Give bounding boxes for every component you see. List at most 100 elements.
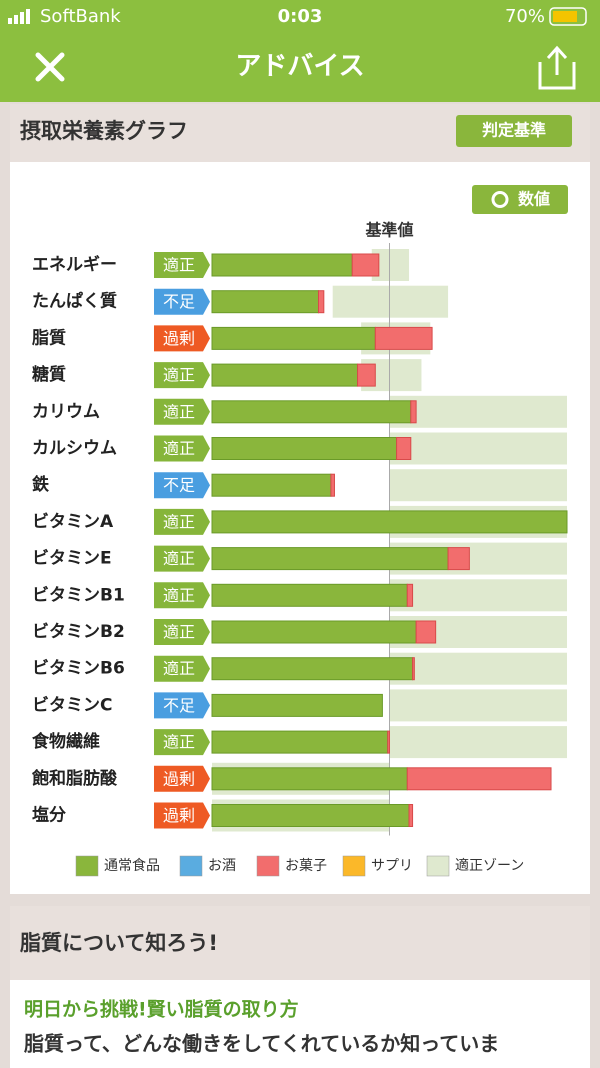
category-label: カリウム <box>32 402 100 422</box>
zone <box>389 395 567 428</box>
close-button[interactable] <box>35 52 65 82</box>
bar-segment <box>211 583 408 607</box>
category-label: たんぱく質 <box>32 291 117 312</box>
article-title: 脂質について知ろう! <box>20 931 218 955</box>
legend-label: 適正ゾーン <box>455 857 524 874</box>
category-label: ビタミンB6 <box>32 659 125 679</box>
status-label: 適正 <box>163 402 195 421</box>
status-badge <box>154 288 210 315</box>
bar-segment <box>211 290 319 314</box>
bar-segment <box>211 620 417 644</box>
bar-segment <box>211 657 414 681</box>
bar-segment <box>351 253 380 277</box>
status-badge <box>154 252 210 278</box>
zone <box>389 726 567 759</box>
status-label: 不足 <box>163 476 195 495</box>
bar-segment <box>396 437 412 460</box>
category-label: 飽和脂肪酸 <box>31 768 118 789</box>
status-badge <box>154 398 210 425</box>
status-badge <box>154 729 210 756</box>
status-badge <box>154 508 210 535</box>
legend-label: サプリ <box>371 858 413 874</box>
refresh-icon <box>491 191 509 208</box>
criteria-button[interactable] <box>456 115 572 147</box>
bar-segment <box>211 693 383 717</box>
bar-segment <box>408 804 414 827</box>
category-label: ビタミンB1 <box>32 585 125 605</box>
bar-segment <box>211 363 359 387</box>
bar-segment <box>374 326 433 350</box>
legend-swatch <box>75 855 99 877</box>
bar-segment <box>406 767 552 791</box>
status-label: 過剰 <box>163 806 195 825</box>
bar-segment <box>387 730 391 754</box>
status-badge <box>154 802 210 829</box>
zone <box>389 579 567 612</box>
header-title: アドバイス <box>235 52 364 82</box>
category-label: 脂質 <box>32 327 66 348</box>
status-label: 適正 <box>163 659 195 678</box>
bar-segment <box>357 363 376 387</box>
bar-segment <box>211 730 389 754</box>
status-label: 適正 <box>163 549 195 568</box>
status-label: 適正 <box>163 439 195 458</box>
bar-segment <box>211 767 408 791</box>
status-label: 適正 <box>163 586 195 605</box>
top-bar <box>0 0 600 102</box>
bar-segment <box>412 657 415 681</box>
zone <box>332 285 449 318</box>
status-badge <box>154 692 210 719</box>
bar-segment <box>211 253 353 277</box>
battery <box>549 7 587 26</box>
card-title: 摂取栄養素グラフ <box>20 119 188 143</box>
zone <box>389 652 567 685</box>
status-label: 適正 <box>163 512 195 531</box>
category-label: エネルギー <box>32 255 117 275</box>
criteria-button-label: 判定基準 <box>482 121 546 140</box>
status-badge <box>154 545 210 572</box>
chart: 基準値エネルギー 適正たんぱく質 不足脂質 過剰糖質 適正カリウム 適正カルシウム 適正鉄不… <box>31 221 568 877</box>
bar-segment <box>330 473 335 497</box>
bar-segment <box>211 473 332 497</box>
article-link[interactable]: 明日から挑戦!賢い脂質の取り方 <box>24 998 299 1021</box>
signal <box>8 9 30 24</box>
status-label: 不足 <box>163 696 195 715</box>
status-badge <box>154 325 210 352</box>
category-label: ビタミンC <box>32 695 112 715</box>
article-header <box>10 906 590 980</box>
zone <box>389 469 567 502</box>
category-label: 塩分 <box>32 805 66 826</box>
category-label: 食物繊維 <box>32 731 100 752</box>
bar-segment <box>410 400 417 424</box>
legend-label: お菓子 <box>285 858 327 874</box>
zone <box>389 689 567 722</box>
status-label: 適正 <box>163 256 195 275</box>
legend-swatch <box>342 855 366 877</box>
bar-segment <box>447 547 470 571</box>
reference-label: 基準値 <box>364 221 413 240</box>
share-button[interactable] <box>538 45 576 90</box>
article-text: 脂質って、どんな働きをしてくれているか知っていま <box>24 1032 499 1056</box>
status-label: 適正 <box>163 733 195 752</box>
battery-level <box>553 11 577 22</box>
status-label: 不足 <box>163 292 195 311</box>
time: 0:03 <box>278 6 323 27</box>
legend-swatch <box>256 855 280 877</box>
status-badge <box>154 435 210 462</box>
category-label: ビタミンA <box>32 512 114 532</box>
status-label: 適正 <box>163 623 195 642</box>
bar-segment <box>211 510 568 534</box>
bar-segment <box>211 326 376 350</box>
status-badge <box>154 582 210 609</box>
bar-segment <box>406 583 414 607</box>
status-label: 過剰 <box>163 769 195 788</box>
bar-segment <box>211 400 412 424</box>
status-badge <box>154 362 210 389</box>
category-label: 糖質 <box>32 364 66 385</box>
legend-label: 通常食品 <box>104 857 160 874</box>
bar-segment <box>211 437 398 460</box>
legend-swatch <box>426 855 450 877</box>
status-badge <box>154 619 210 645</box>
status-label: 過剰 <box>163 329 195 348</box>
